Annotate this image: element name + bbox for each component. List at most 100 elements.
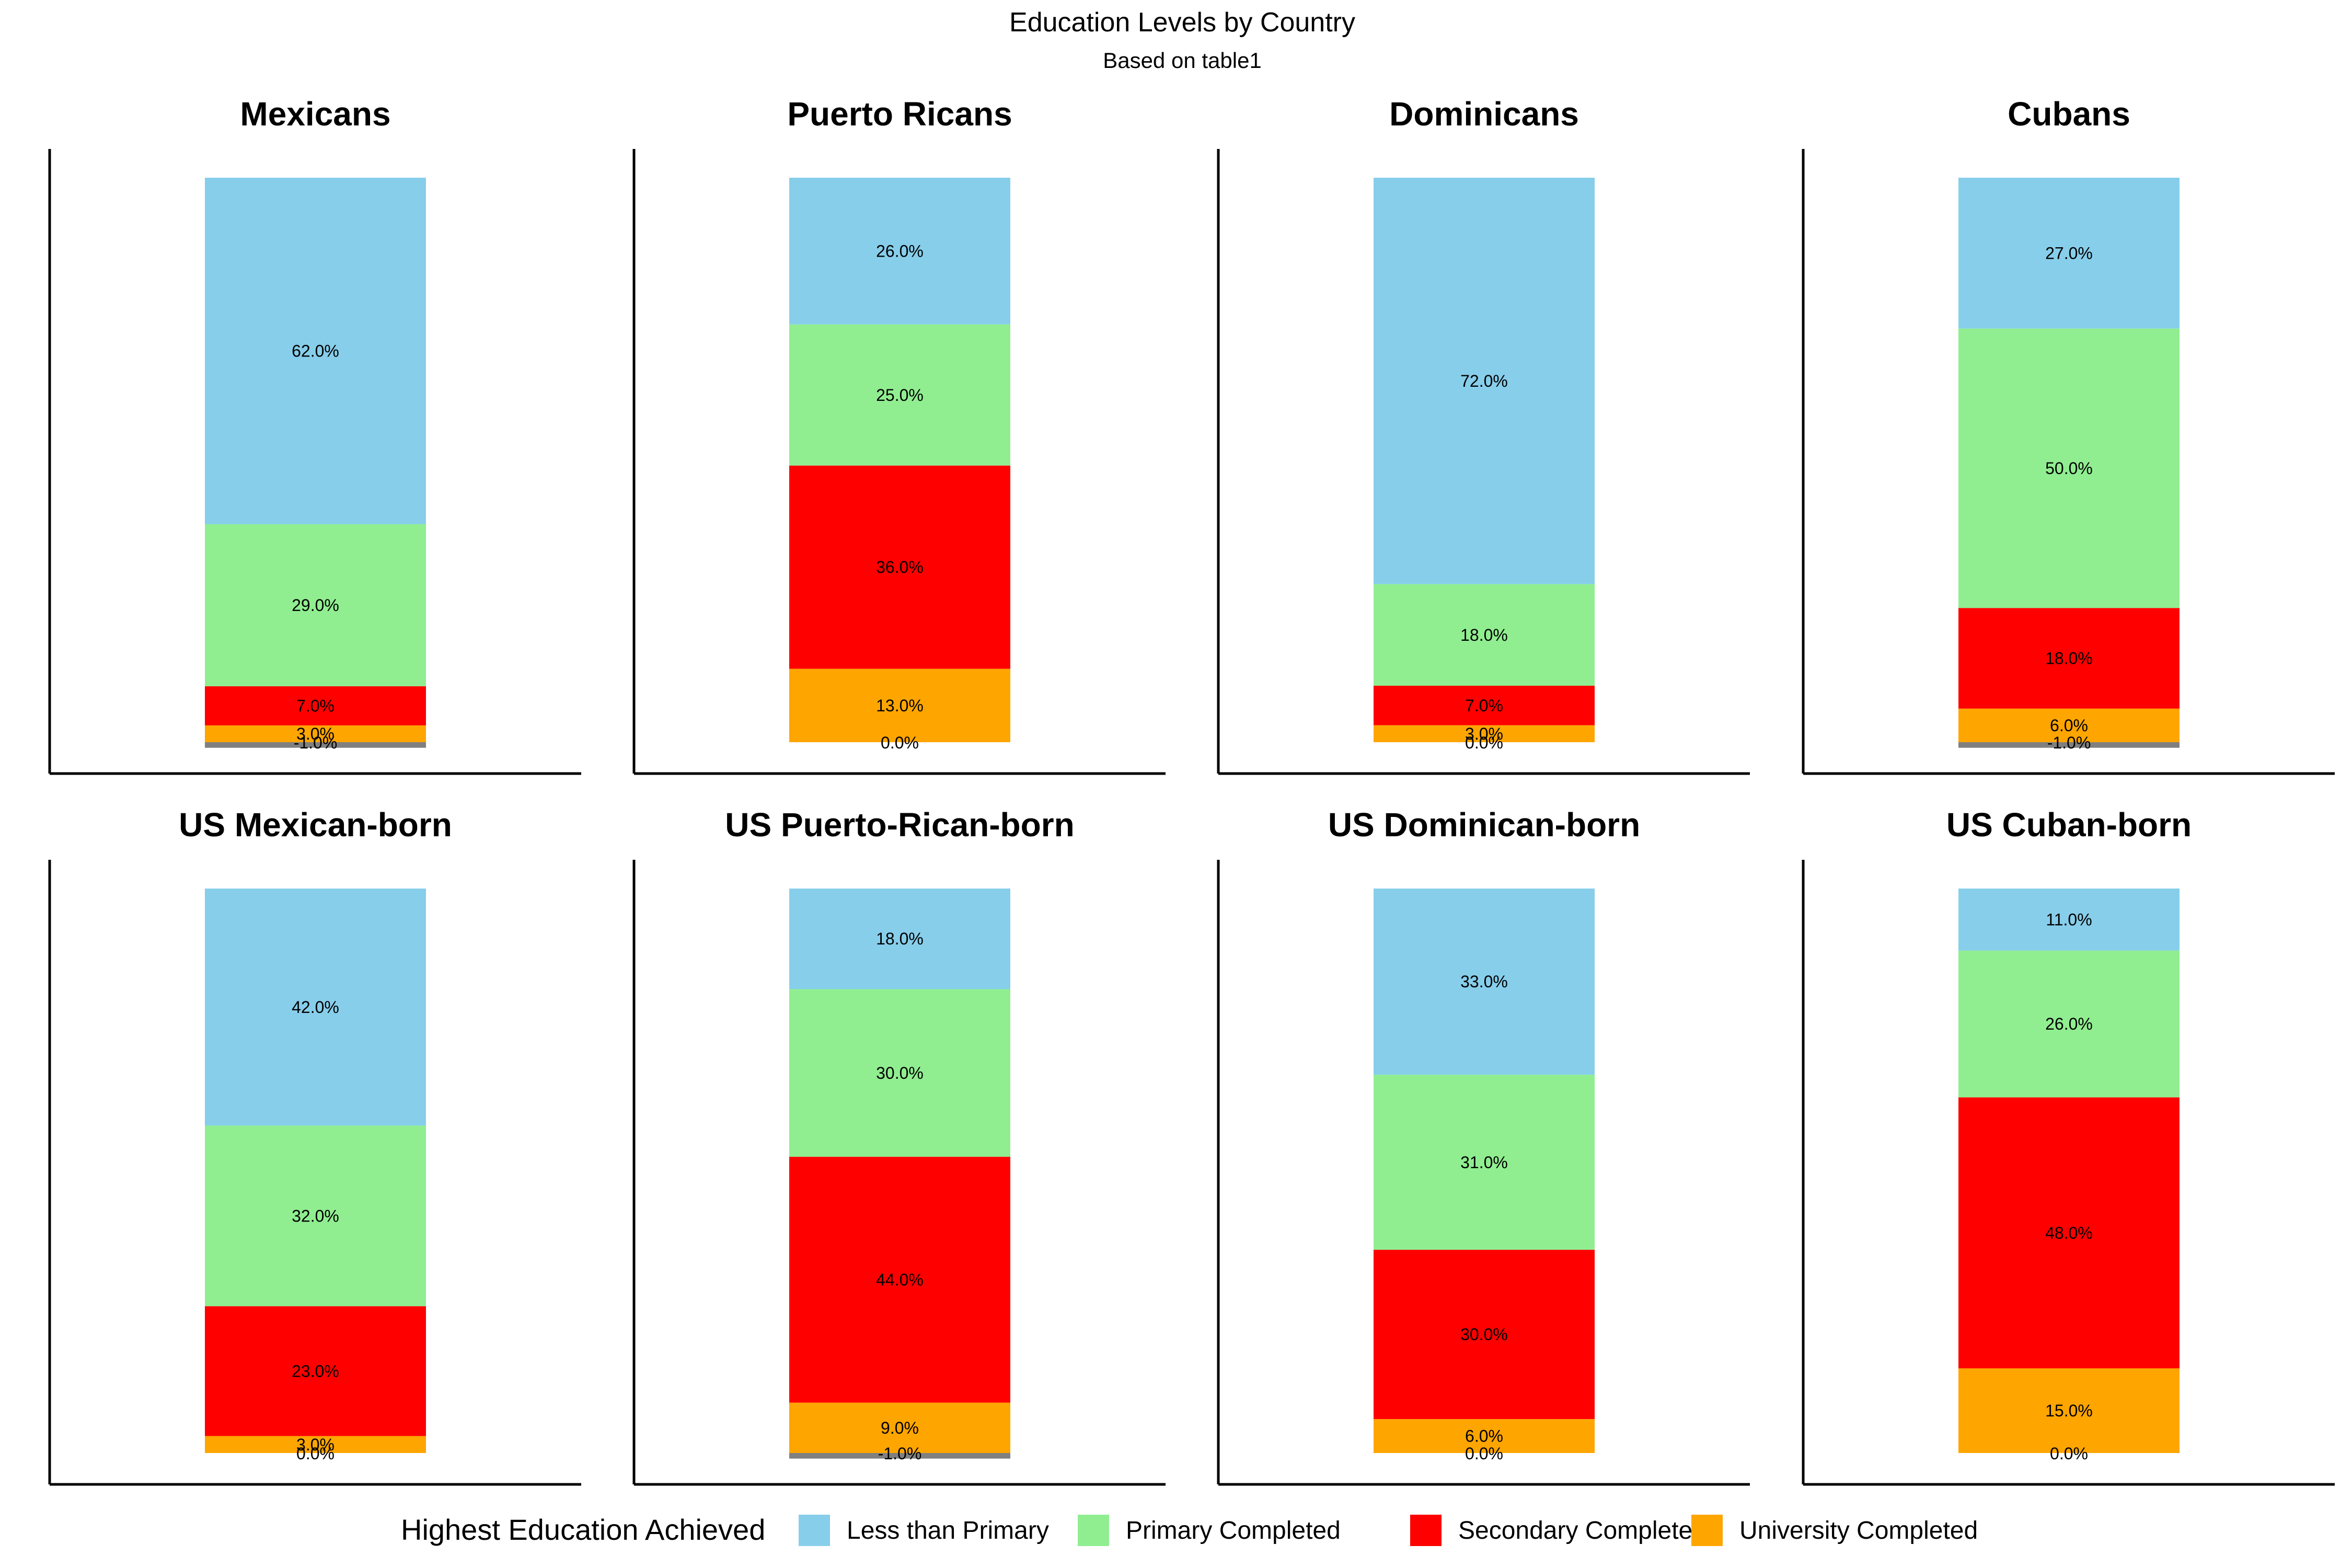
bar-segment-label: 15.0% (2045, 1401, 2093, 1420)
bar-segment-primary (1958, 950, 2180, 1098)
bar-segment-university (1374, 725, 1595, 742)
legend-entry-label: University Completed (1739, 1517, 1978, 1544)
bar-segment-secondary (1958, 1097, 2180, 1368)
bar-segment-label: 11.0% (2046, 910, 2092, 929)
facet-panel: US Puerto-Rican-born 18.0% 30.0% 44.0% 9.0% -… (632, 806, 1166, 1486)
bar-segment-label: 29.0% (292, 596, 339, 615)
bar-segment-label: 33.0% (1460, 972, 1508, 991)
bar-segment-label: 36.0% (876, 558, 924, 577)
legend-entry-label: Less than Primary (847, 1517, 1049, 1544)
bar-segment-primary (1374, 584, 1595, 686)
facet-panel: US Mexican-born 42.0% 32.0% 23.0% 3.0%0.0% (48, 806, 581, 1486)
panel-title: Dominicans (1389, 95, 1579, 133)
bar-segment-secondary (1374, 1250, 1595, 1420)
panel-title: Cubans (2008, 95, 2130, 133)
bar-segment-secondary (789, 1157, 1010, 1403)
bar-segment-secondary (789, 465, 1010, 669)
bar-segment-label: 13.0% (876, 696, 924, 715)
bar-segment-university (205, 1436, 426, 1453)
bar-segment-label: 7.0% (296, 696, 335, 715)
bar-segment-label: 26.0% (2045, 1014, 2093, 1033)
legend-key-swatch (1410, 1515, 1442, 1546)
bar-segment-label: 23.0% (292, 1362, 339, 1380)
legend-key-swatch (1691, 1515, 1723, 1546)
bar-segment-secondary (1958, 608, 2180, 709)
bar-segment-residual (205, 742, 426, 748)
bar-segment-university (205, 725, 426, 742)
bar-segment-university (1374, 1419, 1595, 1453)
legend: Highest Education Achieved Less than Prim… (401, 1513, 1978, 1546)
bar-segment-label: 72.0% (1460, 372, 1508, 390)
facet-panel: Puerto Ricans 26.0% 25.0% 36.0% 13.0% 0.0% (632, 95, 1166, 775)
bar-segment-label: 30.0% (1460, 1325, 1508, 1344)
bar-segment-primary (789, 989, 1010, 1157)
legend-entry-label: Primary Completed (1126, 1517, 1341, 1544)
bar-residual-label: 0.0% (1465, 733, 1503, 752)
bar-segment-primary (789, 324, 1010, 466)
panel-title: US Puerto-Rican-born (725, 806, 1074, 844)
bar-residual-label: 0.0% (1465, 1444, 1503, 1463)
bar-segment-primary (205, 524, 426, 687)
bar-segment-less-than-primary (1958, 889, 2180, 951)
bar-segment-less-than-primary (1374, 178, 1595, 584)
bar-segment-less-than-primary (1958, 178, 2180, 329)
bar-segment-label: 27.0% (2045, 244, 2093, 262)
bar-segment-label: 3.0% (296, 1435, 335, 1454)
legend-title: Highest Education Achieved (401, 1513, 765, 1546)
bar-residual-label: 0.0% (881, 733, 919, 752)
legend-entry-label: Secondary Completed (1458, 1517, 1707, 1544)
bar-segment-label: 48.0% (2045, 1224, 2093, 1242)
facet-panel: US Dominican-born 33.0% 31.0% 30.0% 6.0%0.0% (1217, 806, 1750, 1486)
bar-segment-label: 44.0% (876, 1271, 924, 1289)
bar-segment-label: 9.0% (881, 1419, 919, 1437)
bar-segment-label: 42.0% (292, 998, 339, 1017)
panel-title: US Cuban-born (1946, 806, 2192, 844)
bar-segment-label: 18.0% (876, 929, 924, 948)
bar-segment-label: 30.0% (876, 1064, 924, 1082)
panel-title: US Dominican-born (1328, 806, 1640, 844)
bar-segment-label: 32.0% (292, 1206, 339, 1225)
bar-residual-label: -1.0% (2047, 733, 2091, 752)
bar-segment-secondary (205, 1306, 426, 1436)
bar-segment-label: 18.0% (2045, 649, 2093, 668)
bar-segment-university (789, 668, 1010, 742)
bar-segment-secondary (1374, 686, 1595, 725)
bar-residual-label: -1.0% (878, 1444, 922, 1463)
bar-residual-label: -1.0% (294, 733, 338, 752)
bar-segment-label: 3.0% (296, 724, 335, 743)
bar-segment-label: 31.0% (1460, 1153, 1508, 1172)
facet-panel: Mexicans 62.0% 29.0% 7.0% 3.0%-1.0% (48, 95, 581, 775)
legend-key-swatch (1078, 1515, 1109, 1546)
facet-panel: US Cuban-born 11.0% 26.0% 48.0% 15.0% 0.0% (1802, 806, 2335, 1486)
bar-segment-label: 62.0% (292, 341, 339, 360)
facet-panel: Cubans 27.0% 50.0% 18.0% 6.0%-1.0% (1802, 95, 2335, 775)
panel-title: US Mexican-born (179, 806, 452, 844)
bar-segment-label: 6.0% (2050, 716, 2088, 735)
bar-segment-label: 50.0% (2045, 459, 2093, 478)
bar-segment-label: 6.0% (1465, 1427, 1503, 1446)
bar-segment-less-than-primary (205, 178, 426, 524)
bar-segment-primary (205, 1125, 426, 1307)
bar-segment-university (1958, 708, 2180, 742)
bar-segment-label: 7.0% (1465, 696, 1503, 715)
legend-key-swatch (799, 1515, 830, 1546)
bar-segment-university (1958, 1368, 2180, 1453)
chart-title: Education Levels by Country (1009, 7, 1355, 38)
bar-segment-label: 25.0% (876, 386, 924, 405)
facet-panel: Dominicans 72.0% 18.0% 7.0% 3.0%0.0% (1217, 95, 1750, 775)
bar-segment-residual (789, 1453, 1010, 1459)
bar-segment-primary (1958, 328, 2180, 608)
bar-segment-secondary (205, 686, 426, 725)
panel-title: Mexicans (240, 95, 390, 133)
bar-segment-label: 26.0% (876, 241, 924, 260)
panel-title: Puerto Ricans (787, 95, 1012, 133)
bar-segment-less-than-primary (1374, 889, 1595, 1075)
bar-segment-label: 18.0% (1460, 626, 1508, 644)
bar-segment-less-than-primary (789, 889, 1010, 989)
bar-segment-primary (1374, 1075, 1595, 1250)
bar-segment-label: 3.0% (1465, 724, 1503, 743)
bar-segment-university (789, 1402, 1010, 1453)
